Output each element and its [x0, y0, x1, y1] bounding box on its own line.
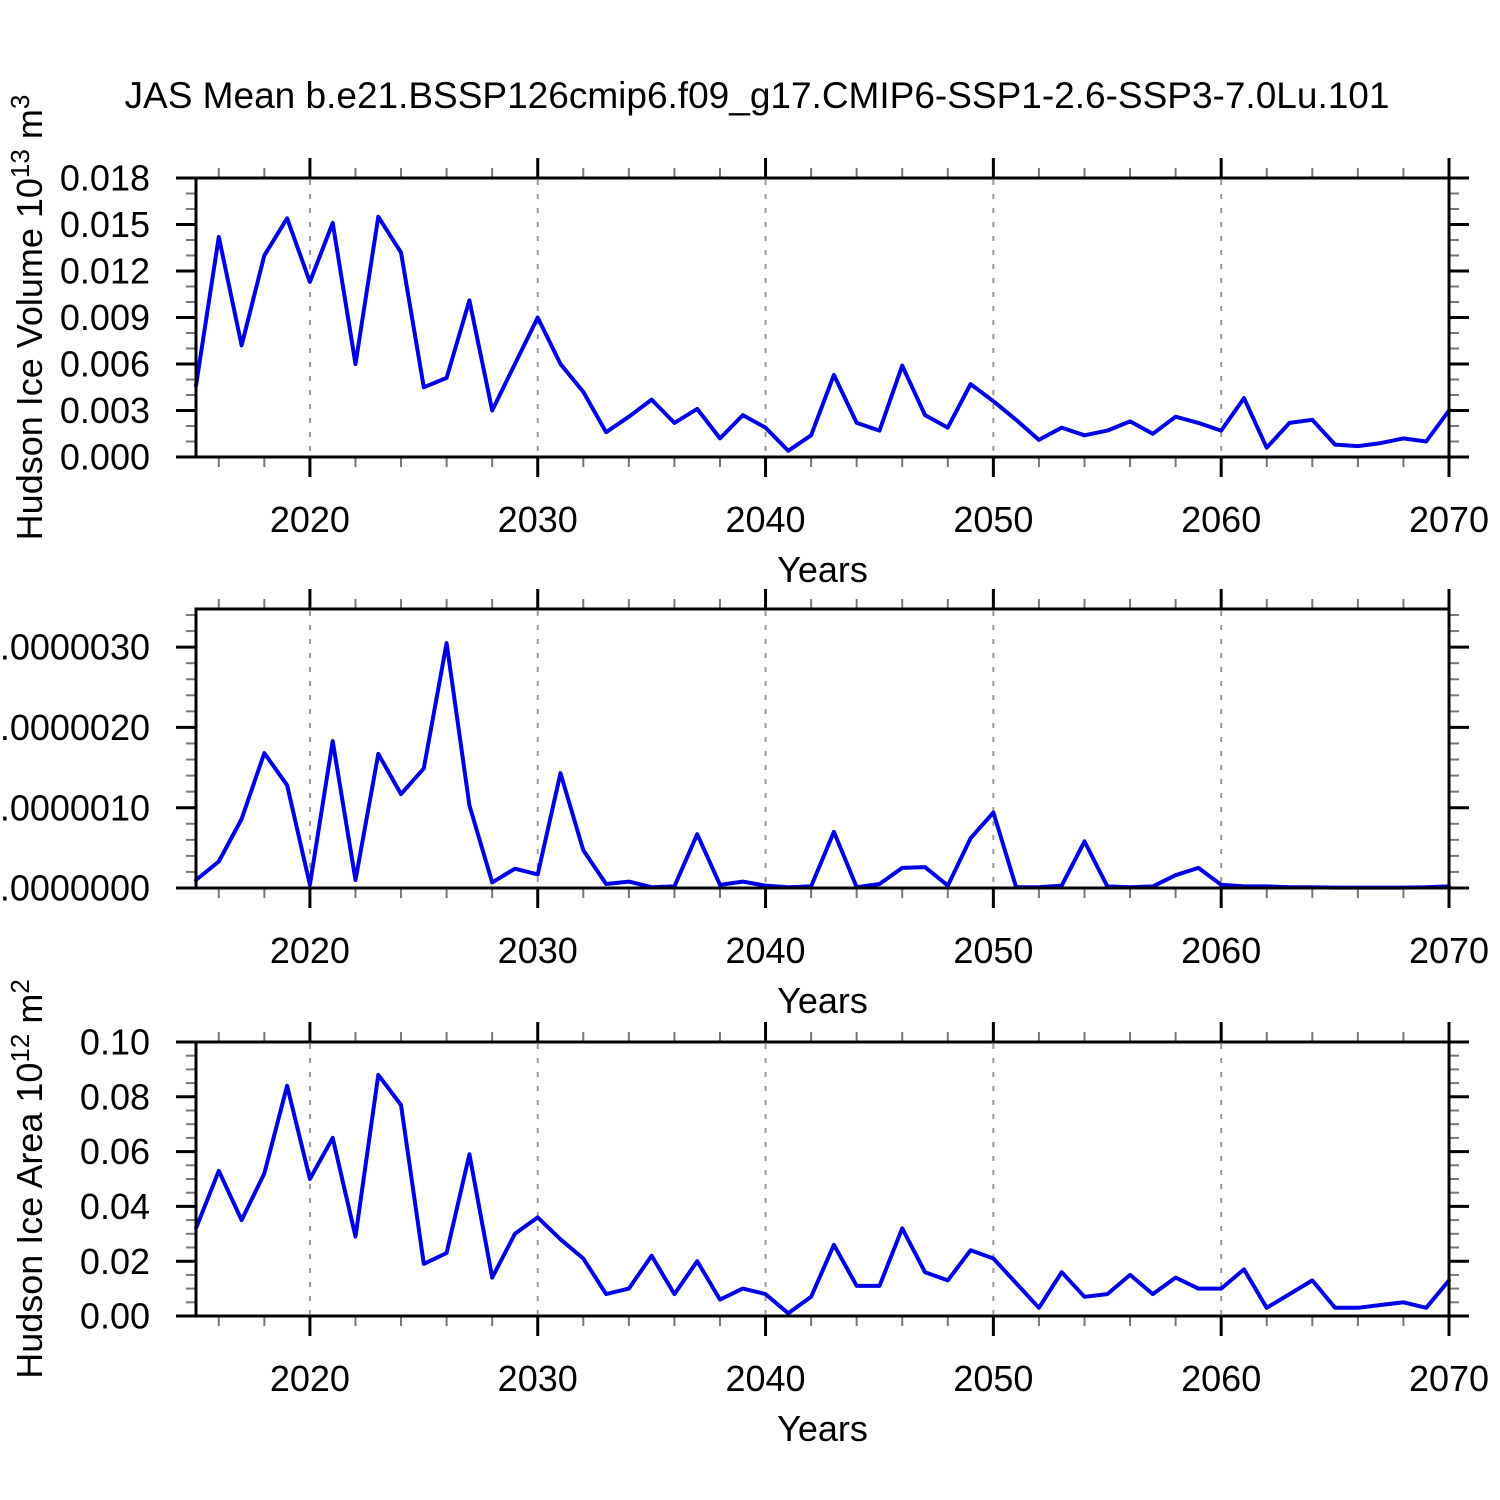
y-tick-label: 0.06	[80, 1131, 150, 1172]
panel-2: .0000000 .0000010 .0000020 .0000030 2020 2030…	[0, 589, 1489, 1021]
y-title-superscript: 3	[5, 95, 35, 109]
x-tick-label: 2030	[498, 499, 578, 540]
x-axis-title: Years	[777, 1408, 868, 1449]
plot-box	[194, 1040, 1451, 1318]
x-tick-label: 2020	[270, 930, 350, 971]
y-tick-label: 0.009	[60, 297, 150, 338]
x-tick-label: 2060	[1181, 1358, 1261, 1399]
y-tick-label: 0.006	[60, 344, 150, 385]
data-line	[194, 214, 1451, 453]
y-tick-label: 0.000	[60, 437, 150, 478]
x-axis-title: Years	[777, 980, 868, 1021]
x-tick-label: 2050	[953, 499, 1033, 540]
y-tick-label: .0000000	[0, 868, 150, 909]
y-axis-title: Hudson Ice Volume 1013 m3	[5, 95, 50, 541]
y-tick-label: 0.02	[80, 1241, 150, 1282]
x-tick-label: 2070	[1409, 930, 1489, 971]
x-tick-label: 2070	[1409, 1358, 1489, 1399]
figure-title: JAS Mean b.e21.BSSP126cmip6.f09_g17.CMIP…	[124, 75, 1390, 116]
y-tick-label: 0.018	[60, 158, 150, 199]
x-tick-label: 2070	[1409, 499, 1489, 540]
x-tick-label: 2030	[498, 930, 578, 971]
y-tick-label: 0.10	[80, 1022, 150, 1063]
plot-box	[194, 176, 1451, 459]
y-tick-label: 0.08	[80, 1076, 150, 1117]
y-title-text: Hudson Ice Volume 10	[9, 178, 50, 540]
panel-1: 0.000 0.003 0.006 0.009 0.012 0.015 0.018 2020 2…	[5, 95, 1489, 590]
plot-box	[194, 607, 1451, 890]
y-tick-label: 0.04	[80, 1186, 150, 1227]
x-axis-title: Years	[777, 549, 868, 590]
x-tick-label: 2060	[1181, 499, 1261, 540]
y-tick-label: .0000010	[0, 787, 150, 828]
x-tick-label: 2060	[1181, 930, 1261, 971]
data-line	[194, 1072, 1451, 1316]
y-title-text: m	[9, 109, 50, 149]
y-tick-label: .0000020	[0, 707, 150, 748]
y-title-superscript: 2	[5, 979, 35, 993]
x-tick-label: 2050	[953, 930, 1033, 971]
y-title-text: m	[9, 994, 50, 1034]
y-title-superscript: 12	[5, 1034, 35, 1063]
x-tick-label: 2040	[725, 1358, 805, 1399]
x-tick-label: 2040	[725, 930, 805, 971]
y-axis-title: Hudson Ice Area 1012 m2	[5, 979, 50, 1379]
y-title-superscript: 13	[5, 149, 35, 178]
y-tick-label: 0.00	[80, 1296, 150, 1337]
y-tick-label: 0.003	[60, 390, 150, 431]
y-tick-label: 0.012	[60, 251, 150, 292]
y-tick-label: .0000030	[0, 627, 150, 668]
panel-3: 0.00 0.02 0.04 0.06 0.08 0.10 2020 2030 2040 2050…	[5, 979, 1489, 1449]
x-tick-label: 2030	[498, 1358, 578, 1399]
x-tick-label: 2050	[953, 1358, 1033, 1399]
x-tick-label: 2020	[270, 499, 350, 540]
y-tick-label: 0.015	[60, 204, 150, 245]
data-line	[194, 641, 1451, 890]
x-tick-label: 2040	[725, 499, 805, 540]
x-tick-label: 2020	[270, 1358, 350, 1399]
y-title-text: Hudson Ice Area 10	[9, 1063, 50, 1379]
